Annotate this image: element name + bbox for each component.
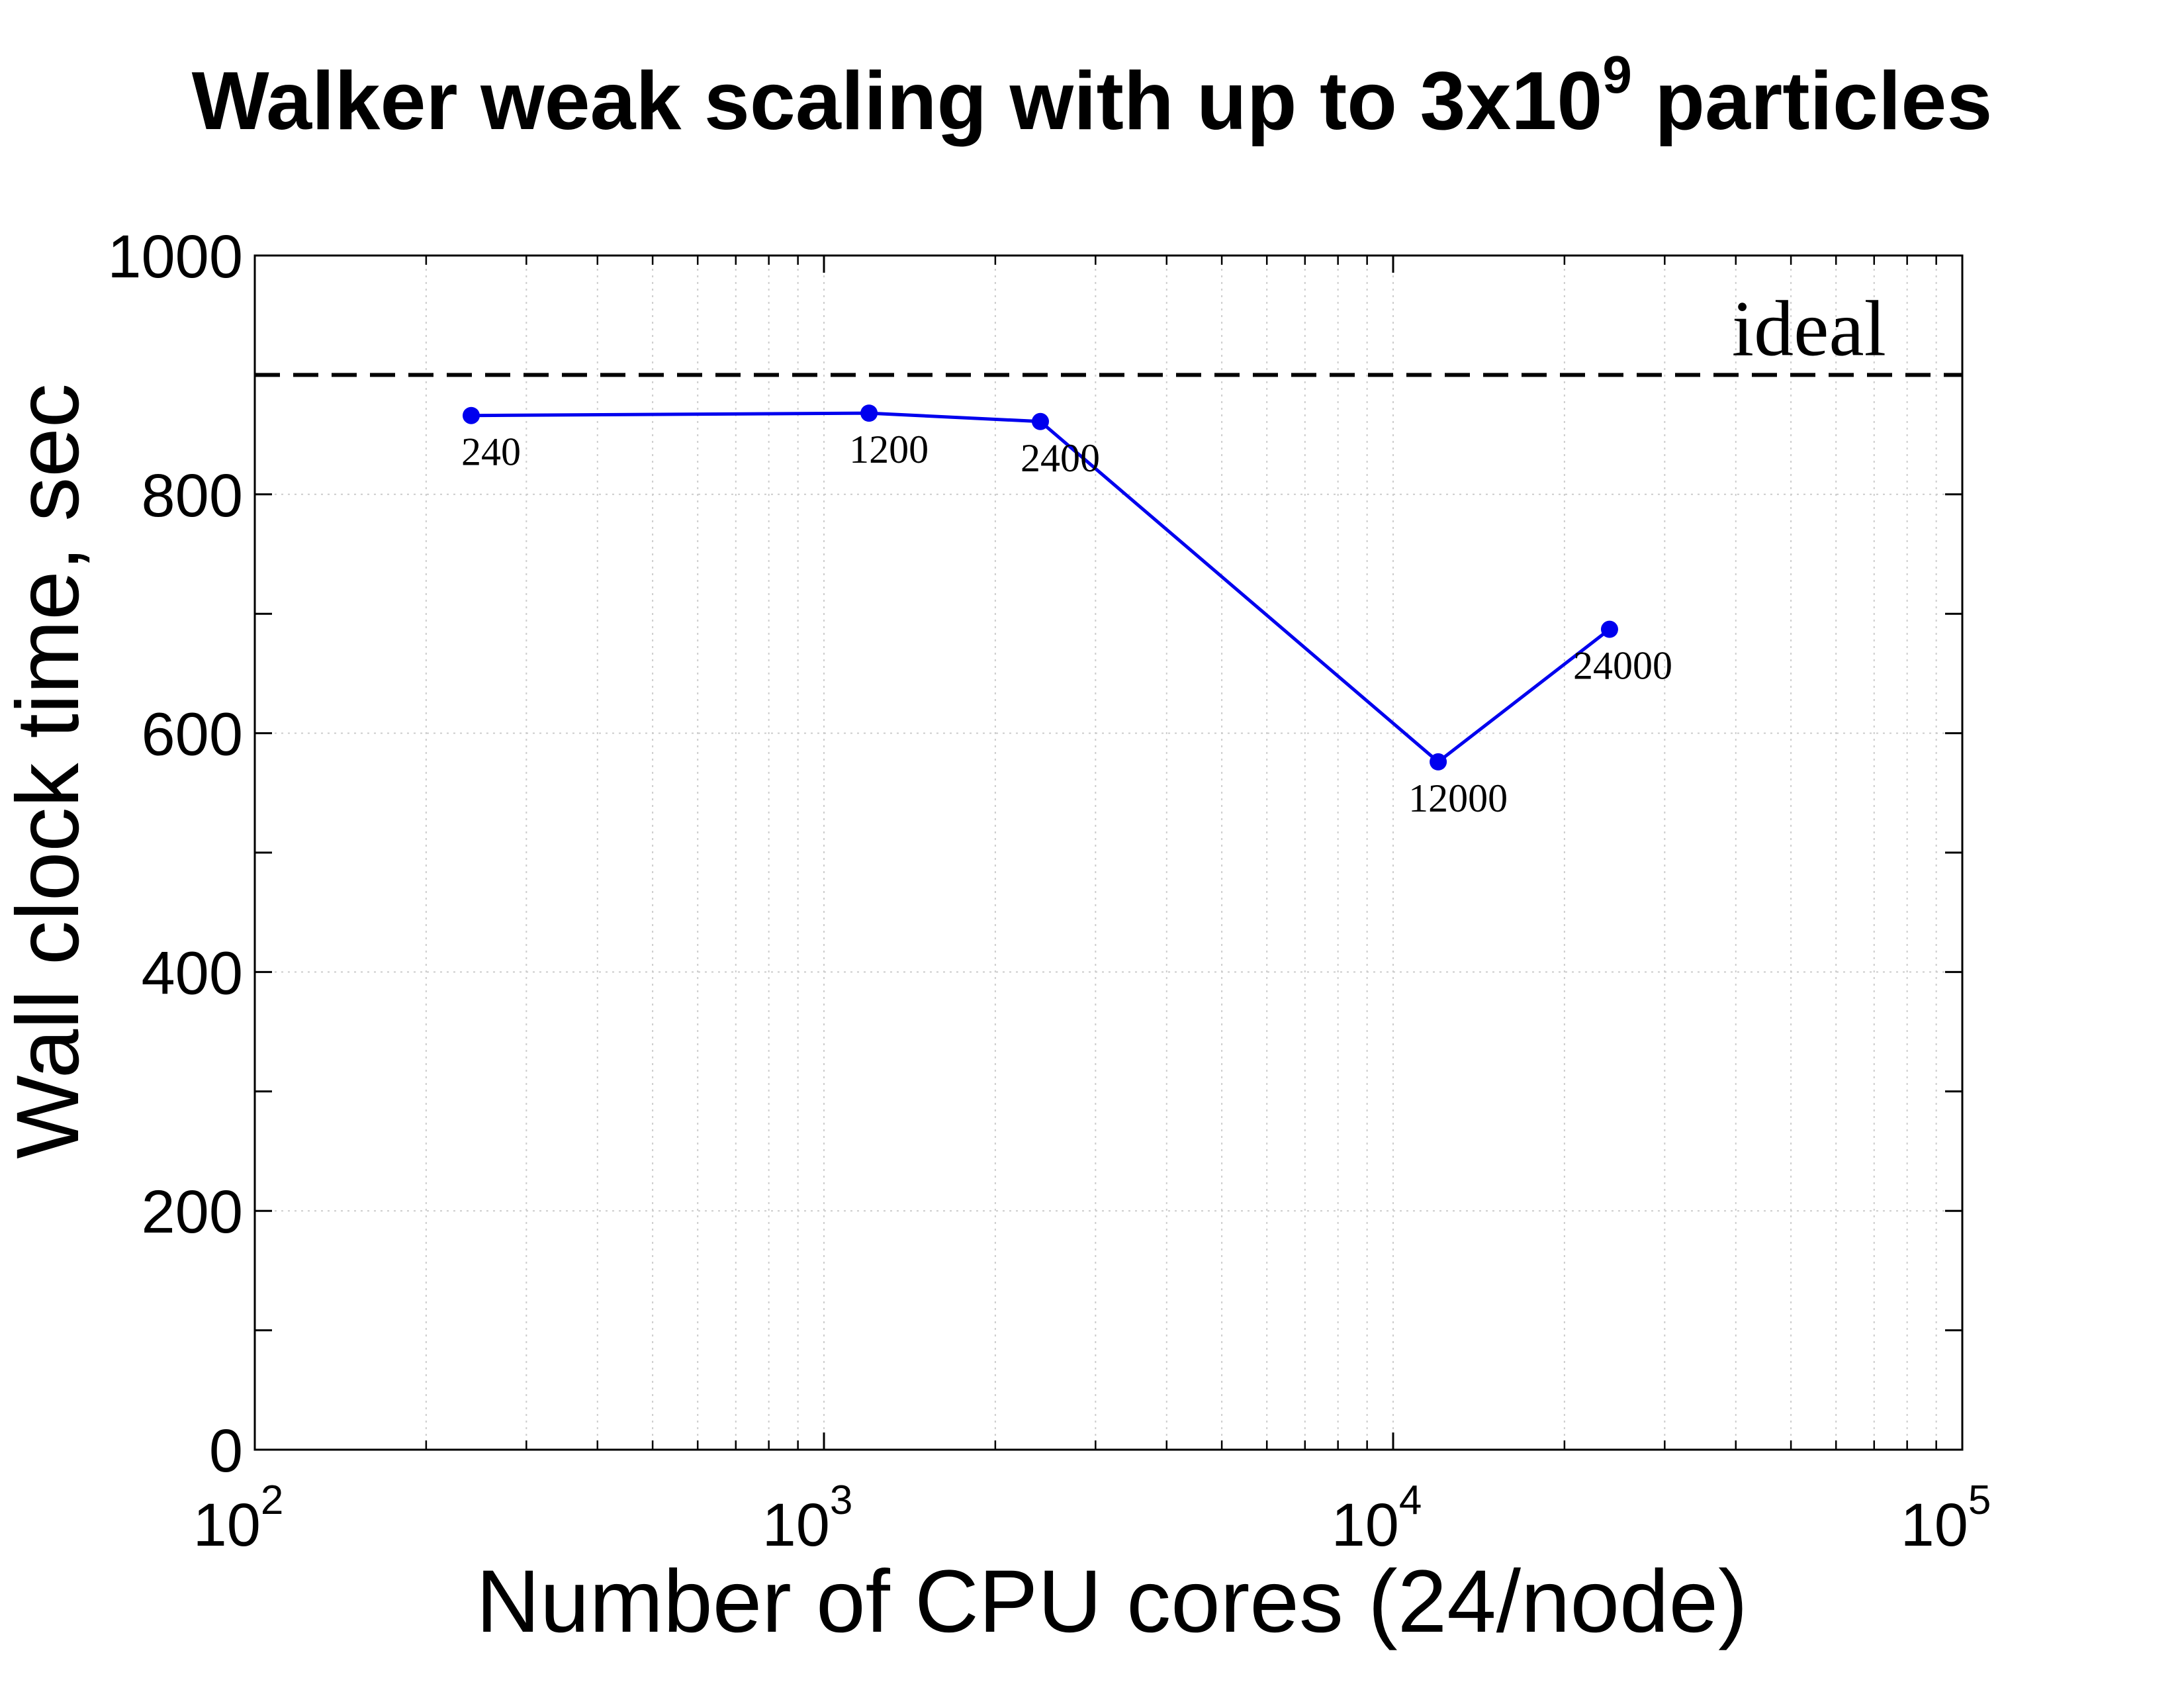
x-tick-label-base: 10: [193, 1491, 261, 1559]
y-tick-label: 0: [209, 1417, 243, 1485]
chart-title-suffix: particles: [1632, 56, 1993, 147]
data-point-label: 240: [461, 430, 521, 474]
chart-title-main: Walker weak scaling with up to 3x10: [192, 56, 1603, 147]
x-tick-label-exponent: 5: [1968, 1477, 1991, 1523]
data-point: [1600, 620, 1618, 638]
reference-line-group: ideal: [255, 284, 1962, 377]
y-tick-label: 1000: [107, 223, 243, 291]
data-point-label: 1200: [849, 428, 929, 471]
data-point-label: 24000: [1573, 644, 1672, 688]
data-point-label: 2400: [1021, 436, 1100, 480]
grid-layer: [255, 256, 1962, 1450]
y-tick-label: 200: [142, 1178, 244, 1246]
x-tick-label-exponent: 4: [1399, 1477, 1422, 1523]
series-layer: 240 1200 2400 12000 24000: [461, 404, 1672, 820]
data-point: [462, 406, 480, 424]
ideal-label: ideal: [1732, 284, 1886, 372]
x-tick-label: 105: [1901, 1477, 1991, 1559]
x-tick-label-base: 10: [1332, 1491, 1399, 1559]
x-axis-label: Number of CPU cores (24/node): [476, 1552, 1747, 1651]
data-point: [1430, 753, 1447, 771]
data-point: [1031, 412, 1049, 430]
x-tick-label-exponent: 2: [261, 1477, 283, 1523]
x-tick-label-exponent: 3: [830, 1477, 852, 1523]
x-tick-label: 103: [762, 1477, 853, 1559]
data-point: [860, 404, 878, 422]
data-point-label: 12000: [1408, 776, 1508, 820]
x-tick-label-base: 10: [762, 1491, 830, 1559]
y-tick-label: 800: [142, 462, 244, 530]
x-tick-label: 102: [193, 1477, 284, 1559]
chart-title: Walker weak scaling with up to 3x109 par…: [192, 45, 1993, 147]
y-tick-label: 400: [142, 939, 244, 1007]
chart-title-exponent: 9: [1602, 45, 1632, 104]
tick-layer: [253, 254, 1964, 1451]
x-tick-label: 104: [1332, 1477, 1422, 1559]
x-tick-label-base: 10: [1901, 1491, 1968, 1559]
y-axis-label: Wall clock time, sec: [0, 383, 97, 1158]
y-tick-label: 600: [142, 701, 244, 769]
